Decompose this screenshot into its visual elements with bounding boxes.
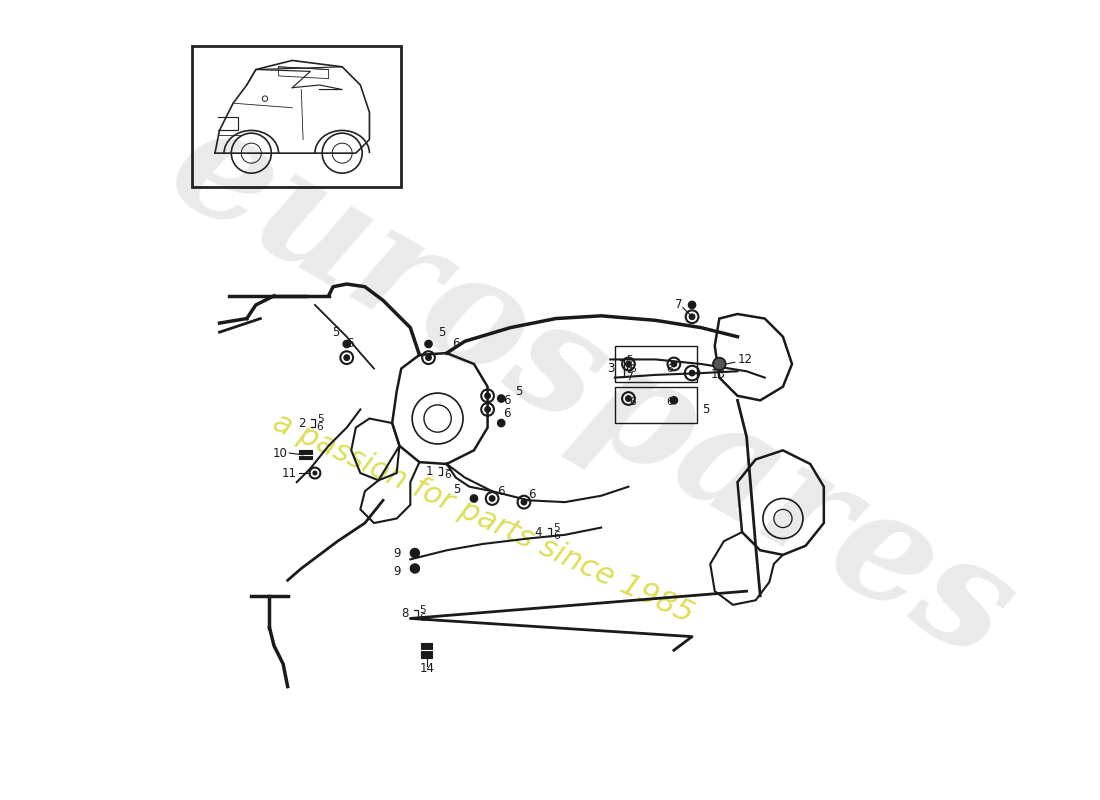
Circle shape — [426, 355, 431, 360]
Text: 6: 6 — [452, 337, 460, 350]
Circle shape — [671, 362, 676, 366]
Text: 5: 5 — [332, 326, 340, 338]
Circle shape — [626, 362, 631, 366]
Circle shape — [485, 393, 491, 398]
Text: 7: 7 — [626, 372, 632, 382]
Text: 2: 2 — [298, 417, 306, 430]
Text: 14: 14 — [419, 662, 435, 675]
Text: 13: 13 — [711, 368, 725, 382]
Circle shape — [343, 340, 351, 348]
Circle shape — [690, 314, 695, 319]
Circle shape — [689, 302, 695, 309]
Bar — [615, 386, 696, 423]
Text: 3: 3 — [607, 362, 615, 375]
Text: 1: 1 — [426, 465, 433, 478]
Circle shape — [497, 419, 505, 426]
Text: 6: 6 — [629, 397, 636, 407]
Text: 10: 10 — [273, 446, 288, 459]
Text: 9: 9 — [394, 546, 402, 559]
Circle shape — [521, 499, 527, 505]
Text: 6: 6 — [629, 363, 636, 374]
Text: 5: 5 — [453, 483, 460, 496]
Circle shape — [410, 549, 419, 558]
Text: 6: 6 — [444, 470, 451, 480]
Text: 7: 7 — [674, 298, 682, 311]
Circle shape — [410, 564, 419, 573]
Text: 5: 5 — [515, 385, 522, 398]
Circle shape — [713, 358, 726, 370]
Circle shape — [471, 495, 477, 502]
Circle shape — [690, 370, 695, 376]
Text: 5: 5 — [444, 462, 451, 472]
Text: 6: 6 — [497, 485, 504, 498]
Text: 6: 6 — [666, 397, 672, 407]
Text: 9: 9 — [394, 565, 402, 578]
Text: 6: 6 — [666, 363, 672, 374]
Circle shape — [344, 355, 350, 360]
Circle shape — [314, 471, 317, 475]
Bar — [192, 46, 402, 186]
Text: 5: 5 — [702, 403, 710, 416]
Text: 6: 6 — [345, 337, 353, 350]
Text: 5: 5 — [553, 523, 560, 533]
Text: 8: 8 — [402, 607, 408, 621]
Text: 5: 5 — [439, 326, 446, 338]
Text: 4: 4 — [535, 526, 542, 538]
Text: 6: 6 — [528, 488, 536, 502]
Text: 6: 6 — [503, 407, 510, 421]
Circle shape — [626, 396, 631, 402]
Circle shape — [485, 406, 491, 412]
Text: 5: 5 — [317, 414, 323, 424]
Text: a passion for parts since 1985: a passion for parts since 1985 — [268, 408, 698, 629]
Circle shape — [670, 397, 678, 404]
Text: 12: 12 — [737, 353, 752, 366]
Text: 6: 6 — [317, 422, 323, 432]
Circle shape — [425, 340, 432, 348]
Text: 6: 6 — [419, 613, 426, 623]
Text: eurospares: eurospares — [145, 90, 1038, 692]
Text: 5: 5 — [419, 605, 426, 615]
Bar — [421, 643, 432, 658]
Bar — [299, 450, 312, 459]
Circle shape — [497, 395, 505, 402]
Text: 6: 6 — [626, 363, 632, 374]
Text: 11: 11 — [282, 466, 297, 479]
Bar — [615, 346, 696, 382]
Circle shape — [490, 496, 495, 502]
Text: 6: 6 — [553, 531, 560, 542]
Text: 6: 6 — [503, 394, 510, 407]
Text: 5: 5 — [626, 355, 632, 366]
